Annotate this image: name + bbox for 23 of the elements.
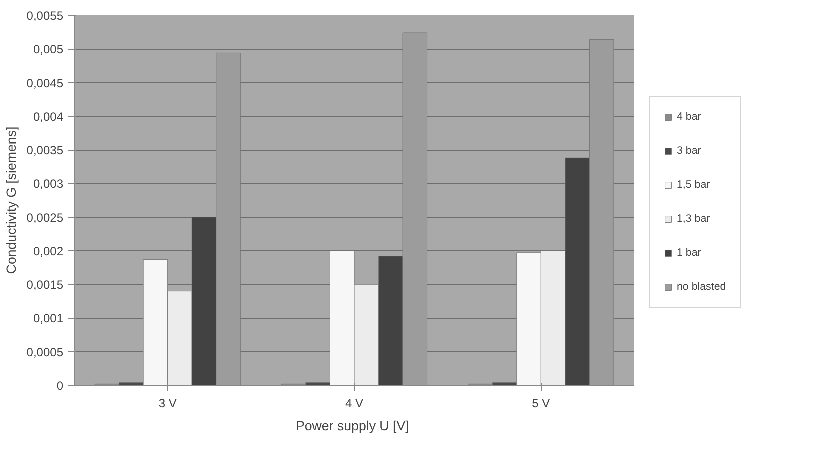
legend-label: 3 bar [677,145,702,157]
legend-label: no blasted [677,281,726,293]
legend-label: 4 bar [677,111,702,123]
y-tick-label: 0,0005 [26,345,64,360]
legend-label: 1,3 bar [677,213,710,225]
y-tick-label: 0,001 [33,312,64,326]
y-tick-label: 0,0015 [26,278,64,292]
legend-label: 1 bar [677,247,702,259]
x-axis-title: Power supply U [V] [296,418,410,434]
y-tick-label: 0,0025 [26,210,64,225]
x-tick-label: 5 V [532,396,550,410]
y-tick-label: 0,0035 [26,144,64,158]
y-tick-label: 0,004 [33,110,64,124]
x-tick-label: 4 V [345,396,364,410]
legend-label: 1,5 bar [677,179,710,191]
x-tick-label: 3 V [158,396,177,410]
y-tick-label: 0,003 [33,177,64,192]
y-tick-label: 0 [56,379,64,393]
y-tick-label: 0,005 [33,42,64,57]
y-axis-title: Conductivity G [siemens] [4,126,19,274]
y-tick-label: 0,0055 [26,9,64,23]
y-tick-label: 0,0045 [26,76,64,90]
y-tick-label: 0,002 [33,244,64,258]
